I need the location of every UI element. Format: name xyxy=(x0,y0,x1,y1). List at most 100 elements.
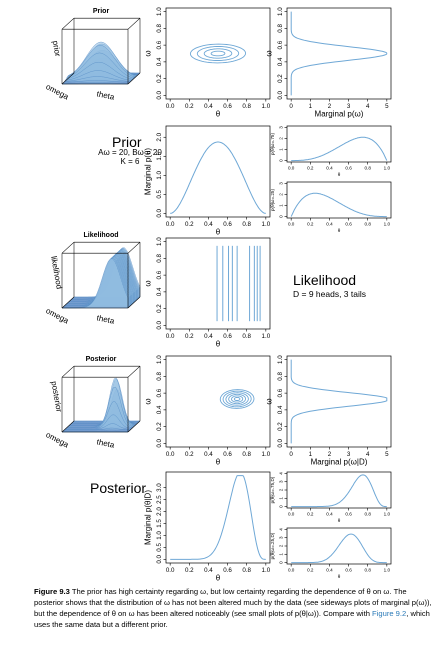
prior_contour-ytick-label-3: 0.6 xyxy=(156,40,163,49)
prior_contour-ytick-label-1: 0.2 xyxy=(156,74,163,83)
posterior_marginal_theta-frame xyxy=(165,471,271,564)
likelihood_contour-xtick-label-5: 1.0 xyxy=(262,333,271,340)
prior_cond_075-xtick-label-5: 1.0 xyxy=(384,166,391,171)
posterior_marginal_omega-frame xyxy=(286,355,392,448)
prior_cond_025-xlabel: θ xyxy=(338,228,341,233)
posterior_cond_075-xtick-label-0: 0.0 xyxy=(288,512,295,517)
prior_marginal_theta-ytick-label-3: 1.5 xyxy=(156,151,163,160)
posterior_marginal_theta-xtick-label-1: 0.2 xyxy=(185,567,194,574)
prior_cond_075-xtick-label-4: 0.8 xyxy=(365,166,372,171)
posterior_marginal_theta-ytick-label-3: 1.5 xyxy=(156,519,163,528)
prior_marginal_omega-xtick-label-2: 2 xyxy=(328,103,332,110)
persp-likelihood: Likelihood likelihood omega theta xyxy=(44,232,141,326)
prior-params: Aω = 20, Bω = 20 K = 6 xyxy=(80,148,180,166)
prior_cond_075-xtick-label-0: 0.0 xyxy=(288,166,295,171)
posterior_cond_025-ylabel: p(θ|ω=.25,D) xyxy=(270,532,275,559)
posterior_marginal_omega-ylabel: ω xyxy=(265,398,274,404)
prior_cond_025: 0.0 0.2 0.4 0.6 0.8 1.0 0 1 2 3 θ p(θ|ω=.25) xyxy=(270,181,392,233)
prior_cond_075-frame xyxy=(286,125,392,163)
posterior_marginal_omega-xtick-label-3: 3 xyxy=(347,451,351,458)
figure-caption: Figure 9.3 The prior has high certainty … xyxy=(34,586,434,630)
posterior_cond_075: 0.0 0.2 0.4 0.6 0.8 1.0 0 1 2 3 4 θ p(θ|ω=.75,D) xyxy=(270,471,392,523)
prior_marginal_theta-xlabel: θ xyxy=(216,227,221,236)
posterior_contour-ytick-label-5: 1.0 xyxy=(156,355,163,364)
caption-text-part1: The prior has high certainty regarding ω… xyxy=(34,587,432,618)
prior_marginal_theta-xtick-label-2: 0.4 xyxy=(204,221,213,228)
posterior_contour-ytick-label-0: 0.0 xyxy=(156,439,163,448)
prior_marginal_omega-xtick-label-3: 3 xyxy=(347,103,351,110)
prior_marginal_theta: 0.0 0.2 0.4 0.6 0.8 1.0 0.0 0.5 1.0 1.5 2.0 θ Margin… xyxy=(144,125,271,236)
persp-prior-ribbon-3 xyxy=(64,76,131,83)
prior_contour-xtick-label-4: 0.8 xyxy=(242,103,251,110)
persp-prior-zlabel: prior xyxy=(51,40,63,58)
prior_cond_075-ytick-label-2: 2 xyxy=(278,137,283,140)
posterior_contour-ylabel: ω xyxy=(144,398,153,404)
posterior_contour-xtick-label-3: 0.6 xyxy=(223,451,232,458)
prior_contour-ytick-label-0: 0.0 xyxy=(156,91,163,100)
posterior_cond_025-xtick-label-2: 0.4 xyxy=(326,568,333,573)
prior_cond_025-frame xyxy=(286,181,392,219)
posterior_cond_075-ytick-label-2: 2 xyxy=(278,488,283,491)
posterior_marginal_theta-ytick-label-0: 0.0 xyxy=(156,555,163,564)
prior_marginal_omega-ytick-label-0: 0.0 xyxy=(277,91,284,100)
posterior_marginal_theta-curve xyxy=(170,475,266,560)
prior_cond_025-xtick-label-3: 0.6 xyxy=(345,222,352,227)
posterior_cond_025-xtick-label-3: 0.6 xyxy=(345,568,352,573)
prior_cond_075-ytick-label-0: 0 xyxy=(278,159,283,162)
posterior_contour-ytick-label-4: 0.8 xyxy=(156,372,163,381)
prior_marginal_theta-xtick-label-3: 0.6 xyxy=(223,221,232,228)
prior_marginal_omega-ytick-label-4: 0.8 xyxy=(277,24,284,33)
prior_marginal_theta-xtick-label-5: 1.0 xyxy=(262,221,271,228)
posterior_marginal_theta: 0.0 0.2 0.4 0.6 0.8 1.0 0.0 0.5 1.0 1.5 2.0 2.5 3.0 θ… xyxy=(144,471,271,582)
prior_marginal_theta-ylabel: Marginal p(θ) xyxy=(144,148,153,195)
prior_cond_075-curve xyxy=(291,136,388,162)
prior-params-line2: K = 6 xyxy=(120,157,140,166)
posterior_contour: 0.0 0.2 0.4 0.6 0.8 1.0 0.0 0.2 0.4 0.6 0.8 1.0 θ ω xyxy=(144,355,271,467)
posterior_cond_025-curve xyxy=(291,533,387,564)
likelihood_contour-ytick-label-1: 0.2 xyxy=(156,304,163,313)
likelihood_contour-xtick-label-0: 0.0 xyxy=(166,333,175,340)
prior-heading: Prior xyxy=(112,134,142,150)
persp-likelihood-edge-8 xyxy=(127,241,141,254)
prior_contour-ylabel: ω xyxy=(144,50,153,56)
posterior_marginal_omega-xtick-label-5: 5 xyxy=(385,451,389,458)
persp-posterior-ribbon-2 xyxy=(63,429,130,431)
prior_cond_025-curve xyxy=(290,192,387,218)
prior_cond_025-xtick-label-2: 0.4 xyxy=(326,222,333,227)
prior_marginal_theta-xtick-label-4: 0.8 xyxy=(242,221,251,228)
prior_marginal_theta-ytick-label-0: 0.0 xyxy=(156,209,163,218)
prior_cond_025-xtick-label-1: 0.2 xyxy=(307,222,314,227)
posterior_cond_075-ytick-label-0: 0 xyxy=(278,505,283,508)
posterior_marginal_omega-xlabel: Marginal p(ω|D) xyxy=(311,457,368,466)
posterior_marginal_omega-xtick-label-1: 1 xyxy=(309,451,313,458)
prior_marginal_omega-xlabel: Marginal p(ω) xyxy=(315,109,364,118)
caption-figure-link[interactable]: Figure 9.2 xyxy=(372,609,407,618)
persp-posterior-zlabel: posterior xyxy=(49,380,63,413)
posterior_contour-level-2 xyxy=(222,390,252,408)
prior_contour-level-1 xyxy=(189,43,247,64)
prior_contour-ytick-label-2: 0.4 xyxy=(156,57,163,66)
prior-params-line1: Aω = 20, Bω = 20 xyxy=(98,148,162,157)
persp-posterior-edge-8 xyxy=(127,365,141,378)
posterior_marginal_theta-ylabel: Marginal p(θ|D) xyxy=(144,490,153,545)
likelihood_contour-xtick-label-4: 0.8 xyxy=(242,333,251,340)
posterior_marginal_theta-xtick-label-0: 0.0 xyxy=(166,567,175,574)
persp-posterior-ylabel: omega xyxy=(44,430,70,450)
posterior_marginal_omega-ytick-label-3: 0.6 xyxy=(277,388,284,397)
likelihood_contour-frame xyxy=(165,237,271,330)
posterior_contour-xtick-label-0: 0.0 xyxy=(166,451,175,458)
prior_marginal_theta-frame xyxy=(165,125,271,218)
posterior_marginal_theta-xtick-label-3: 0.6 xyxy=(223,567,232,574)
posterior_marginal_omega-ytick-label-1: 0.2 xyxy=(277,422,284,431)
prior_contour-ytick-label-4: 0.8 xyxy=(156,24,163,33)
posterior_contour-ytick-label-2: 0.4 xyxy=(156,405,163,414)
posterior_contour-xtick-label-1: 0.2 xyxy=(185,451,194,458)
persp-prior-title: Prior xyxy=(93,8,110,15)
prior_marginal_omega: 0 1 2 3 4 5 0.0 0.2 0.4 0.6 0.8 1.0 Marginal p(ω) ω xyxy=(265,7,392,118)
posterior_cond_025-xtick-label-1: 0.2 xyxy=(307,568,314,573)
posterior_marginal_theta-xlabel: θ xyxy=(216,573,221,582)
posterior_cond_025-xtick-label-5: 1.0 xyxy=(384,568,391,573)
posterior_marginal_theta-ytick-label-5: 2.5 xyxy=(156,495,163,504)
posterior_cond_075-xtick-label-3: 0.6 xyxy=(345,512,352,517)
